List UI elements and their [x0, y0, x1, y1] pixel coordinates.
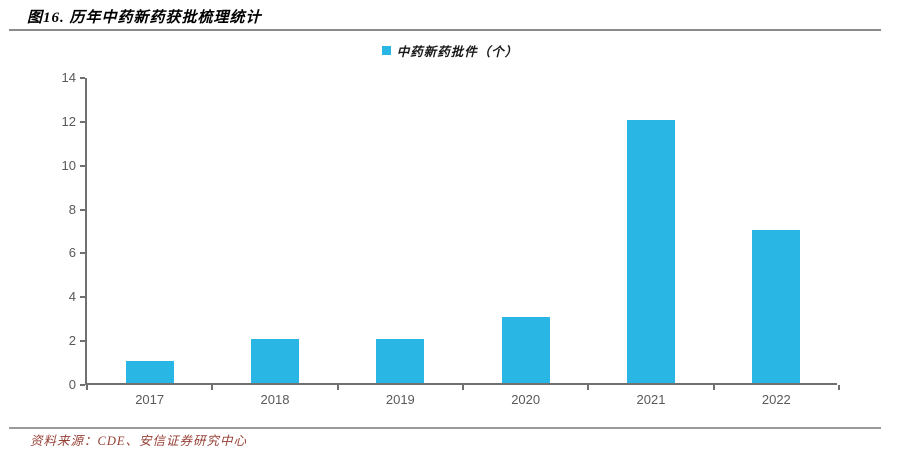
y-tick-mark [80, 384, 85, 386]
x-tick-mark [712, 385, 715, 390]
x-tick-label: 2018 [260, 392, 290, 407]
legend-swatch-icon [381, 45, 391, 55]
bar-2018 [251, 339, 299, 383]
bar-2021 [627, 119, 675, 383]
y-tick-label: 14 [61, 70, 76, 85]
bar-2020 [501, 317, 550, 383]
x-tick-mark [86, 385, 88, 390]
y-tick-mark [80, 208, 85, 211]
y-tick-label: 12 [61, 113, 76, 129]
legend: 中药新药批件（个） [0, 41, 900, 59]
y-tick-label: 4 [68, 289, 76, 305]
y-tick-label: 2 [68, 333, 76, 349]
bar-2019 [376, 339, 425, 383]
x-tick-label: 2020 [511, 392, 541, 407]
y-tick-label: 0 [68, 377, 76, 392]
bar-chart-plot-area: 0 2 4 6 8 10 12 14 2017 2018 2019 2020 2021 2022 [62, 70, 840, 407]
y-tick-mark [80, 77, 85, 79]
bar-2017 [125, 361, 174, 383]
y-tick-mark [80, 120, 85, 123]
x-tick-label: 2021 [636, 392, 666, 407]
figure-title: 图16. 历年中药新药获批梳理统计 [27, 10, 262, 26]
y-tick-mark [80, 252, 85, 255]
y-tick-label: 6 [68, 245, 76, 261]
bar-2022 [752, 229, 801, 383]
y-tick-mark [80, 296, 85, 299]
x-tick-label: 2022 [761, 392, 791, 407]
y-tick-label: 10 [61, 157, 76, 173]
x-tick-label: 2017 [135, 392, 165, 407]
source-note: 资料来源：CDE、安信证券研究中心 [30, 434, 248, 448]
x-tick-mark [587, 385, 590, 390]
x-tick-mark [336, 385, 339, 390]
x-tick-label: 2019 [385, 392, 415, 407]
title-underline [9, 29, 881, 31]
footer-rule [9, 427, 881, 429]
legend-label: 中药新药批件（个） [396, 44, 519, 59]
x-tick-mark [462, 385, 464, 390]
x-tick-mark [838, 385, 840, 390]
y-tick-mark [80, 340, 85, 343]
y-tick-label: 8 [68, 201, 76, 217]
y-tick-mark [80, 164, 85, 167]
x-tick-mark [211, 385, 214, 390]
